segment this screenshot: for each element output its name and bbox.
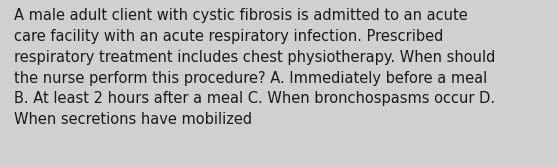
Text: A male adult client with cystic fibrosis is admitted to an acute
care facility w: A male adult client with cystic fibrosis… <box>14 8 496 127</box>
